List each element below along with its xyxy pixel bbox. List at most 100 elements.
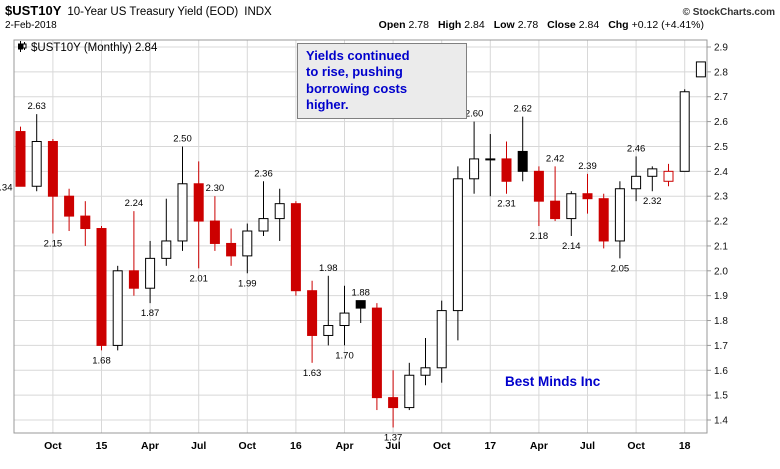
chart-title: 10-Year US Treasury Yield (EOD) — [67, 6, 239, 18]
price-label: 2.42 — [546, 153, 565, 164]
price-labels-layer: 2.34 2.63 2.15 1.68 2.24 1.87 2.50 2.01 2.30 1.99… — [0, 101, 662, 443]
y-axis-labels: 1.4 1.5 1.6 1.7 1.8 1.9 2.0 2.1 2.2 2.3 2.4 2.5 2.6 2… — [707, 43, 728, 427]
candle — [242, 230, 253, 257]
quote-field-value: 2.84 — [464, 19, 485, 31]
candlestick-icon — [18, 41, 27, 55]
candle — [404, 374, 415, 409]
exchange-label: INDX — [244, 6, 272, 18]
candle — [274, 203, 285, 220]
quote-field-label: Chg — [608, 19, 629, 31]
candle — [193, 183, 204, 222]
x-axis-tick-label: Oct — [433, 440, 451, 452]
y-axis-tick-label: 2.4 — [714, 167, 728, 178]
candle — [436, 310, 447, 369]
y-axis-tick-label: 1.7 — [714, 341, 728, 352]
candle — [420, 367, 431, 376]
candle — [47, 140, 58, 197]
quote-field-value: +0.12 (+4.41%) — [631, 19, 704, 31]
price-label: 1.87 — [141, 308, 160, 319]
x-axis-tick-label: Jul — [580, 440, 595, 452]
candle — [647, 168, 658, 177]
candle — [631, 175, 642, 190]
price-label: 2.46 — [627, 143, 646, 154]
price-label: 1.99 — [238, 278, 257, 289]
watermark-text: Best Minds Inc — [505, 374, 601, 389]
quote-field-label: Low — [493, 19, 515, 31]
candle — [663, 170, 674, 182]
y-axis-tick-label: 2.7 — [714, 92, 728, 103]
stockcharts-copyright: © StockCharts.com — [682, 7, 775, 18]
price-label: 2.24 — [125, 198, 144, 209]
price-label: 1.88 — [351, 288, 370, 299]
candle — [501, 158, 512, 182]
x-axis-tick-label: Oct — [627, 440, 645, 452]
price-label: 2.05 — [611, 263, 630, 274]
x-axis-tick-label: 15 — [96, 440, 108, 452]
quote-bar: Open 2.78 High 2.84 Low 2.78 Close 2.84 Chg +0.12… — [379, 19, 704, 31]
quote-field-label: Open — [378, 19, 406, 31]
price-label: 1.37 — [384, 432, 403, 443]
candle — [15, 131, 26, 187]
candle — [517, 150, 528, 172]
annotation-line: to rise, pushing — [306, 64, 403, 80]
candle — [290, 203, 301, 292]
quote-row: 2-Feb-2018 Open 2.78 High 2.84 Low 2.78 Close 2… — [0, 19, 780, 31]
price-label: 2.18 — [530, 231, 549, 242]
candle — [533, 170, 544, 202]
candle — [323, 325, 334, 336]
candle — [307, 290, 318, 336]
x-axis-tick-label: 17 — [484, 440, 496, 452]
x-axis-tick-label: Jul — [191, 440, 206, 452]
candle — [614, 188, 625, 242]
price-label: 1.63 — [303, 368, 322, 379]
quote-field-value: 2.78 — [517, 19, 539, 31]
price-label: 2.14 — [562, 241, 581, 252]
x-axis-tick-label: Apr — [141, 440, 159, 452]
y-axis-tick-label: 2.1 — [714, 241, 728, 252]
candle — [80, 215, 91, 230]
candle — [258, 218, 269, 232]
x-axis-labels: Oct 15 Apr Jul Oct 16 Apr Jul Oct 17 Apr Jul Oct 18 — [44, 440, 691, 452]
x-axis-tick-label: Oct — [239, 440, 257, 452]
quote-field-label: High — [437, 19, 462, 31]
annotation-box: Yields continued to rise, pushing borrow… — [297, 43, 467, 119]
quote-field-value: 2.84 — [578, 19, 600, 31]
date-label: 2-Feb-2018 — [5, 20, 57, 31]
candle — [550, 200, 561, 220]
y-axis-tick-label: 2.8 — [714, 67, 728, 78]
y-axis-tick-label: 1.8 — [714, 316, 728, 327]
candle — [112, 270, 123, 346]
candle — [582, 193, 593, 200]
candle — [679, 91, 690, 172]
price-label: 2.50 — [173, 133, 192, 144]
candle — [177, 183, 188, 242]
price-label: 1.70 — [335, 350, 354, 361]
price-label: 2.63 — [27, 101, 46, 112]
candle — [598, 198, 609, 242]
candle — [64, 195, 75, 217]
candle — [695, 61, 706, 78]
legend: $UST10Y (Monthly) 2.84 — [18, 41, 157, 55]
price-label: 1.68 — [92, 355, 111, 366]
price-label: 2.39 — [578, 161, 597, 172]
price-label: 2.30 — [206, 183, 225, 194]
y-axis-tick-label: 2.9 — [714, 43, 728, 54]
candle — [355, 300, 366, 309]
candle — [31, 140, 42, 187]
x-axis-tick-label: 18 — [679, 440, 691, 452]
plot-border — [13, 39, 708, 434]
x-axis-tick-label: 16 — [290, 440, 302, 452]
candle — [452, 178, 463, 312]
x-axis-tick-label: Apr — [335, 440, 353, 452]
y-axis-tick-label: 2.5 — [714, 142, 728, 153]
price-label: 2.32 — [643, 196, 662, 207]
y-axis-tick-label: 1.5 — [714, 391, 728, 402]
y-axis-tick-label: 2.3 — [714, 192, 728, 203]
annotation-line: higher. — [306, 96, 349, 112]
x-axis-tick-label: Oct — [44, 440, 62, 452]
price-label: 2.31 — [497, 199, 516, 210]
legend-label: $UST10Y (Monthly) 2.84 — [31, 42, 158, 54]
y-axis-tick-label: 1.9 — [714, 291, 728, 302]
price-label: 2.60 — [465, 109, 484, 120]
x-axis-tick-label: Apr — [530, 440, 548, 452]
